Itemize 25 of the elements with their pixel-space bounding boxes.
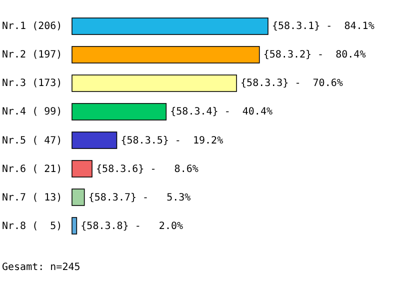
data-label: {58.3.3} - 70.6% <box>240 78 343 90</box>
data-label: {58.3.1} - 84.1% <box>272 21 374 32</box>
bar <box>72 46 260 64</box>
y-tick-label: Nr.4 ( 99) <box>2 106 62 118</box>
data-label: {58.3.6} - 8.6% <box>96 164 198 175</box>
data-label: {58.3.2} - 80.4% <box>263 50 366 61</box>
bar <box>72 74 237 92</box>
bar <box>72 18 268 35</box>
y-tick-label: Nr.5 ( 47) <box>2 135 62 146</box>
y-tick-label: Nr.1 (206) <box>2 21 62 32</box>
data-label: {58.3.4} - 40.4% <box>170 106 273 118</box>
data-label: {58.3.7} - 5.3% <box>88 192 191 204</box>
y-tick-label: Nr.3 (173) <box>2 78 62 90</box>
bar <box>72 217 78 234</box>
bar <box>72 188 85 206</box>
y-tick-label: Nr.6 ( 21) <box>2 164 62 175</box>
bar <box>72 103 167 120</box>
data-label: {58.3.5} - 19.2% <box>120 135 224 146</box>
bar <box>72 132 118 149</box>
y-tick-label: Nr.8 ( 5) <box>2 220 62 232</box>
y-tick-label: Nr.2 (197) <box>2 50 62 61</box>
y-tick-label: Nr.7 ( 13) <box>2 192 62 204</box>
bar <box>72 160 92 178</box>
data-label: {58.3.8} - 2.0% <box>80 220 184 232</box>
text: Gesamt: n=245 <box>2 262 80 273</box>
